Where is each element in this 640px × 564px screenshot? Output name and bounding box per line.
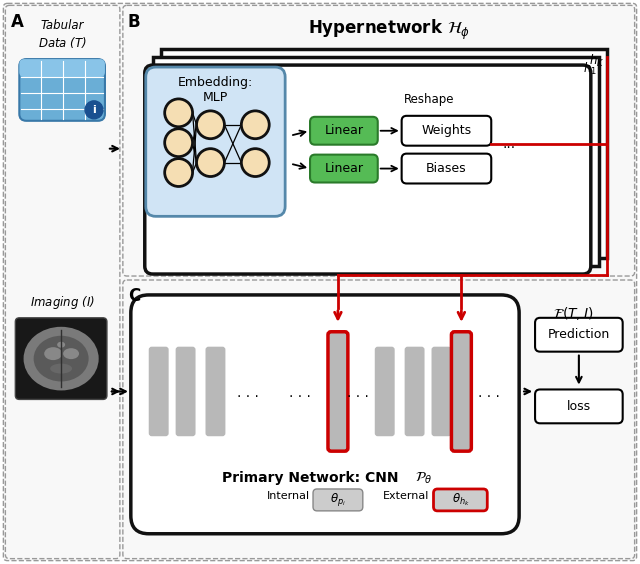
- FancyBboxPatch shape: [310, 117, 378, 145]
- Ellipse shape: [63, 348, 79, 359]
- FancyBboxPatch shape: [451, 332, 471, 451]
- FancyBboxPatch shape: [148, 347, 169, 436]
- Text: Hypernetwork $\mathcal{H}_\phi$: Hypernetwork $\mathcal{H}_\phi$: [308, 17, 470, 42]
- Bar: [161, 49, 607, 258]
- FancyBboxPatch shape: [3, 3, 637, 561]
- FancyBboxPatch shape: [123, 280, 635, 558]
- Text: Imaging ($\mathit{I}$): Imaging ($\mathit{I}$): [29, 294, 95, 311]
- Text: . . .: . . .: [478, 386, 500, 400]
- FancyBboxPatch shape: [535, 318, 623, 352]
- FancyBboxPatch shape: [5, 6, 120, 558]
- Circle shape: [85, 101, 103, 119]
- Ellipse shape: [44, 347, 62, 360]
- Text: i: i: [92, 105, 96, 115]
- Circle shape: [164, 158, 193, 187]
- FancyBboxPatch shape: [146, 67, 285, 217]
- Ellipse shape: [57, 342, 65, 347]
- Text: Biases: Biases: [426, 162, 467, 175]
- Text: Embedding:
MLP: Embedding: MLP: [178, 76, 253, 104]
- Circle shape: [196, 111, 225, 139]
- Text: . . .: . . .: [237, 386, 259, 400]
- Text: Internal: Internal: [267, 491, 310, 501]
- Text: $h_1$: $h_1$: [583, 61, 596, 77]
- FancyBboxPatch shape: [433, 489, 487, 511]
- Text: . . .: . . .: [347, 386, 369, 400]
- Text: Reshape: Reshape: [404, 93, 455, 106]
- FancyBboxPatch shape: [19, 59, 105, 77]
- FancyBboxPatch shape: [123, 6, 635, 276]
- FancyBboxPatch shape: [310, 155, 378, 183]
- Text: $h_K$: $h_K$: [589, 53, 605, 69]
- Text: Linear: Linear: [324, 162, 364, 175]
- Text: $\mathcal{F}(T, I)$: $\mathcal{F}(T, I)$: [553, 305, 593, 322]
- Bar: [153, 57, 599, 266]
- Text: Prediction: Prediction: [548, 328, 610, 341]
- Text: Primary Network: CNN: Primary Network: CNN: [222, 471, 398, 485]
- Circle shape: [241, 111, 269, 139]
- Ellipse shape: [24, 327, 99, 390]
- FancyBboxPatch shape: [15, 318, 107, 399]
- FancyBboxPatch shape: [375, 347, 395, 436]
- Text: Weights: Weights: [421, 124, 472, 137]
- FancyBboxPatch shape: [205, 347, 225, 436]
- FancyBboxPatch shape: [131, 295, 519, 534]
- Text: ...: ...: [502, 136, 515, 151]
- Text: Tabular
Data ($\mathit{T}$): Tabular Data ($\mathit{T}$): [38, 19, 86, 50]
- FancyBboxPatch shape: [404, 347, 424, 436]
- Circle shape: [196, 149, 225, 177]
- Ellipse shape: [34, 336, 88, 381]
- FancyBboxPatch shape: [175, 347, 196, 436]
- FancyBboxPatch shape: [145, 65, 591, 274]
- Text: B: B: [128, 14, 140, 32]
- FancyBboxPatch shape: [19, 59, 105, 121]
- FancyBboxPatch shape: [313, 489, 363, 511]
- Ellipse shape: [50, 364, 72, 373]
- Text: $\theta_{p_i}$: $\theta_{p_i}$: [330, 491, 346, 508]
- Text: Linear: Linear: [324, 124, 364, 137]
- FancyBboxPatch shape: [402, 153, 492, 183]
- Text: $\mathcal{P}_\theta$: $\mathcal{P}_\theta$: [415, 471, 432, 487]
- Text: loss: loss: [567, 400, 591, 413]
- Text: C: C: [128, 287, 140, 305]
- Circle shape: [241, 149, 269, 177]
- Circle shape: [164, 99, 193, 127]
- FancyBboxPatch shape: [402, 116, 492, 146]
- Text: External: External: [383, 491, 429, 501]
- Text: $\theta_{h_k}$: $\theta_{h_k}$: [452, 492, 470, 508]
- Circle shape: [164, 129, 193, 157]
- FancyBboxPatch shape: [431, 347, 451, 436]
- FancyBboxPatch shape: [328, 332, 348, 451]
- Text: . . .: . . .: [289, 386, 311, 400]
- FancyBboxPatch shape: [535, 390, 623, 424]
- Text: A: A: [12, 14, 24, 32]
